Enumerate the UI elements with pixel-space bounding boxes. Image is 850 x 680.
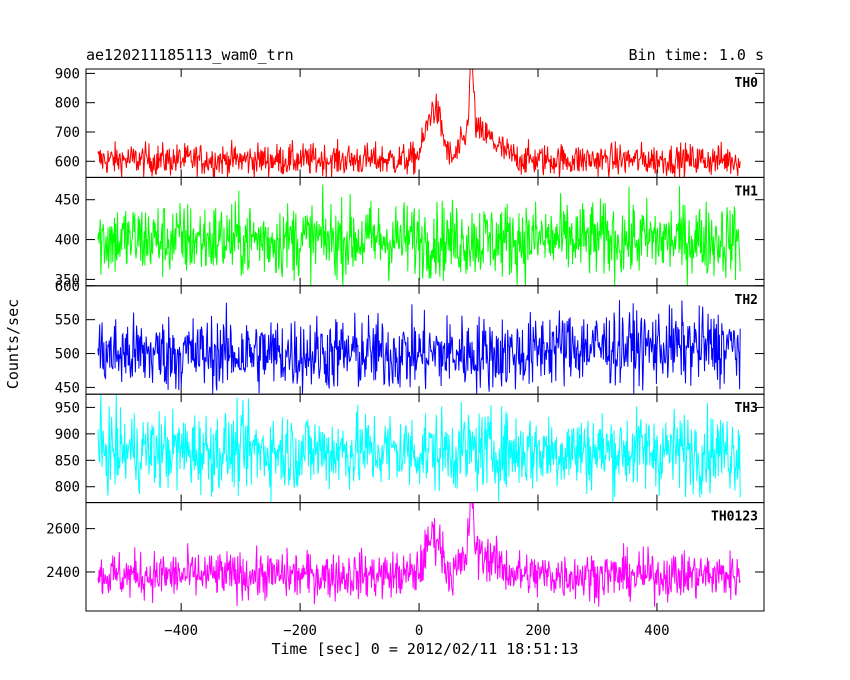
y-tick-label: 800 (55, 480, 80, 496)
series-line-th3 (97, 394, 741, 503)
y-tick-label: 350 (55, 272, 80, 288)
series-line-th0123 (97, 502, 741, 607)
bin-time-label: Bin time: 1.0 s (629, 46, 764, 64)
y-tick-label: 2400 (46, 565, 80, 581)
series-line-th2 (97, 300, 741, 395)
x-tick-label: −400 (164, 623, 198, 639)
y-tick-label: 600 (55, 279, 80, 295)
series-line-th1 (97, 184, 741, 286)
y-tick-label: 600 (55, 154, 80, 170)
y-tick-label: 850 (55, 453, 80, 469)
y-tick-label: 400 (55, 233, 80, 249)
chart-title: ae120211185113_wam0_trn (86, 46, 294, 64)
panel-frame-th0123 (85, 502, 765, 612)
panel-label-th2: TH2 (735, 293, 758, 308)
y-axis-label: Counts/sec (4, 299, 22, 389)
panel-label-th0123: TH0123 (711, 510, 758, 525)
y-tick-label: 450 (55, 193, 80, 209)
y-tick-label: 550 (55, 313, 80, 329)
x-tick-label: 200 (525, 623, 550, 639)
y-tick-label: 450 (55, 380, 80, 396)
y-tick-label: 700 (55, 125, 80, 141)
y-tick-label: 800 (55, 96, 80, 112)
x-tick-label: 400 (644, 623, 669, 639)
panels-group: 600 700 800 900 TH0 350 400 450 TH1 450 500 550 600 T… (46, 66, 765, 639)
y-tick-label: 950 (55, 400, 80, 416)
y-tick-label: 900 (55, 427, 80, 443)
y-tick-label: 900 (55, 66, 80, 82)
series-line-th0 (97, 69, 741, 178)
panel-label-th3: TH3 (735, 401, 758, 416)
panel-label-th1: TH1 (735, 184, 759, 199)
x-axis-label: Time [sec] 0 = 2012/02/11 18:51:13 (271, 640, 578, 658)
y-tick-label: 500 (55, 347, 80, 363)
x-tick-label: −200 (283, 623, 317, 639)
x-tick-label: 0 (415, 623, 423, 639)
panel-label-th0: TH0 (735, 76, 759, 91)
y-tick-label: 2600 (46, 522, 80, 538)
